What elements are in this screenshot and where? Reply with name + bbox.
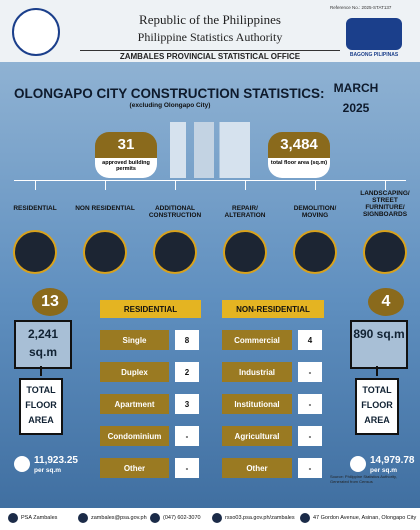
cost-unit: per sq.m: [370, 467, 398, 474]
row-label: Industrial: [222, 362, 292, 382]
count: 13: [32, 288, 68, 316]
connector: [14, 180, 406, 181]
source: Source: Philippine Statistics Authority,…: [330, 474, 397, 484]
count: 4: [368, 288, 404, 316]
cost: 11,923.25: [34, 455, 78, 466]
summary-label: approved building permits: [95, 158, 157, 178]
row-value: -: [298, 426, 322, 446]
row-value: 3: [175, 394, 199, 414]
connector-drop: [315, 180, 316, 190]
category-label: DEMOLITION/ MOVING: [293, 205, 337, 219]
arrow: [40, 366, 42, 376]
category-icon: [223, 230, 267, 274]
row-label: Institutional: [222, 394, 292, 414]
period: MARCH 2025: [333, 81, 379, 115]
area-label: TOTAL FLOOR AREA: [355, 378, 399, 435]
arrow: [376, 366, 378, 376]
row-value: -: [175, 426, 199, 446]
category-label: LANDSCAPING/ STREET FURNITURE/ SIGNBOARD…: [360, 190, 410, 218]
row-value: 4: [298, 330, 322, 350]
row-value: -: [298, 394, 322, 414]
connector-drop: [175, 180, 176, 190]
row-label: Commercial: [222, 330, 292, 350]
row-label: Duplex: [100, 362, 169, 382]
footer-icon: [212, 513, 222, 523]
category-label: RESIDENTIAL: [13, 205, 57, 212]
connector-drop: [245, 180, 246, 190]
bagong-logo: [346, 18, 402, 50]
subtitle: (excluding Olongapo City): [129, 102, 211, 109]
badge-text: BAGONG PILIPINAS: [349, 52, 399, 58]
footer-text: PSA Zambales: [21, 515, 58, 521]
footer-icon: [150, 513, 160, 523]
row-value: -: [175, 458, 199, 478]
category-label: REPAIR/ ALTERATION: [224, 205, 266, 219]
category-icon: [83, 230, 127, 274]
row-label: Single: [100, 330, 169, 350]
row-value: -: [298, 458, 322, 478]
area: 890 sq.m: [350, 320, 408, 369]
footer-icon: [300, 513, 310, 523]
reference: Reference No.: 2025-STAT137: [330, 5, 392, 10]
building-icon: [170, 122, 250, 178]
row-label: Other: [222, 458, 292, 478]
header-line: Republic of the Philippines: [139, 12, 281, 27]
footer-text: 47 Gordon Avenue, Asinan, Olongapo City: [313, 515, 417, 521]
row-value: 8: [175, 330, 199, 350]
area: 2,241 sq.m: [14, 320, 72, 369]
category-icon: [13, 230, 57, 274]
row-label: Condominium: [100, 426, 169, 446]
connector-drop: [385, 180, 386, 190]
category-icon: [363, 230, 407, 274]
footer-icon: [78, 513, 88, 523]
row-value: -: [298, 362, 322, 382]
cost-unit: per sq.m: [34, 467, 62, 474]
title: OLONGAPO CITY CONSTRUCTION STATISTICS:: [14, 86, 325, 101]
header-line: Philippine Statistics Authority: [137, 30, 283, 44]
area-label: TOTAL FLOOR AREA: [19, 378, 63, 435]
connector-drop: [105, 180, 106, 190]
row-label: Other: [100, 458, 169, 478]
footer-text: (047) 602-3070: [163, 515, 201, 521]
footer-text: rsso03.psa.gov.ph/zambales: [225, 515, 295, 521]
row-label: Agricultural: [222, 426, 292, 446]
footer-band: [0, 508, 420, 530]
category-icon: [153, 230, 197, 274]
summary-label: total floor area (sq.m): [268, 158, 330, 178]
office: ZAMBALES PROVINCIAL STATISTICAL OFFICE: [80, 50, 340, 61]
peso-icon: [14, 456, 30, 472]
footer-text: zambales@psa.gov.ph: [91, 515, 147, 521]
category-label: ADDITIONAL CONSTRUCTION: [148, 205, 202, 219]
peso-icon: [350, 456, 366, 472]
row-label: Apartment: [100, 394, 169, 414]
summary-value: 31: [95, 132, 157, 158]
psa-logo: [12, 8, 60, 56]
row-value: 2: [175, 362, 199, 382]
cost: 14,979.78: [370, 455, 415, 466]
category-icon: [293, 230, 337, 274]
footer-icon: [8, 513, 18, 523]
table-header: RESIDENTIAL: [100, 300, 201, 318]
summary-value: 3,484: [268, 132, 330, 158]
category-label: NON RESIDENTIAL: [75, 205, 135, 212]
table-header: NON-RESIDENTIAL: [222, 300, 324, 318]
connector-drop: [35, 180, 36, 190]
